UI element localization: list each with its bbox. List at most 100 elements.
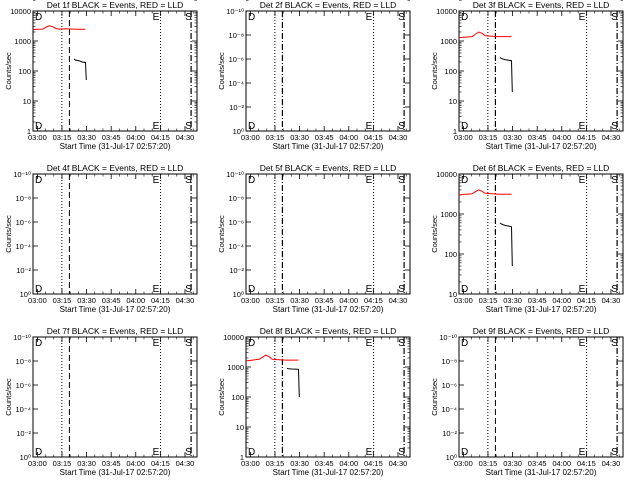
y-axis-label: Counts/sec <box>4 215 13 253</box>
y-tick-label: 100 <box>231 393 244 402</box>
chart-panel-5: Det 5f BLACK = Events, RED = LLD 10⁰ 10⁻² 1… <box>217 0 411 314</box>
event-marker-label: D <box>248 338 255 349</box>
y-tick-label: 10000 <box>436 170 457 179</box>
x-tick-label: 04:15 <box>577 459 596 468</box>
x-tick-label: 03:45 <box>315 296 334 305</box>
event-marker-label: E <box>153 284 160 295</box>
x-tick-label: 04:30 <box>389 459 408 468</box>
event-marker-label: D <box>248 121 255 132</box>
x-tick-label: 04:15 <box>364 133 383 142</box>
y-tick-label: 100 <box>444 67 457 76</box>
x-tick-label: 03:30 <box>290 133 309 142</box>
chart-panel-9: Det 9f BLACK = Events, RED = LLD 10⁰ 10⁻² 1… <box>430 0 624 477</box>
lld-series-line <box>458 189 512 196</box>
chart-title: Det 5f BLACK = Events, RED = LLD <box>260 163 397 173</box>
event-marker-label: E <box>579 12 586 23</box>
event-marker-label: E <box>579 121 586 132</box>
event-marker-label: S <box>611 121 618 132</box>
x-tick-label: 03:30 <box>77 459 96 468</box>
x-tick-label: 04:00 <box>552 133 571 142</box>
y-tick-label: 10⁰ <box>446 453 457 462</box>
event-marker-label: D <box>461 121 468 132</box>
events-series-line <box>73 58 87 81</box>
chart-panel-8: Det 8f BLACK = Events, RED = LLD 1 10 100 10… <box>217 326 411 477</box>
x-tick-label: 03:00 <box>28 459 47 468</box>
x-tick-label: 03:00 <box>28 133 47 142</box>
x-tick-label: 03:30 <box>290 459 309 468</box>
y-tick-label: 10⁻⁸ <box>16 194 31 203</box>
x-axis-label: Start Time (31-Jul-17 02:57:20) <box>273 142 384 151</box>
y-tick-label: 10⁻⁶ <box>229 218 244 227</box>
x-tick-label: 04:30 <box>389 296 408 305</box>
plot-frame <box>32 336 198 458</box>
chart-title: Det 1f BLACK = Events, RED = LLD <box>47 0 184 10</box>
x-tick-label: 03:45 <box>528 459 547 468</box>
x-tick-label: 04:15 <box>364 459 383 468</box>
x-axis-label: Start Time (31-Jul-17 02:57:20) <box>60 468 171 477</box>
x-tick-label: 03:15 <box>479 296 498 305</box>
x-tick-label: 03:00 <box>241 296 260 305</box>
event-marker-label: S <box>398 121 405 132</box>
event-marker-label: E <box>579 284 586 295</box>
event-marker-label: S <box>398 175 405 186</box>
chart-panel-6: Det 6f BLACK = Events, RED = LLD 10 100 100… <box>430 163 624 314</box>
y-tick-label: 10⁻⁶ <box>16 218 31 227</box>
x-tick-label: 03:15 <box>53 296 72 305</box>
x-axis-label: Start Time (31-Jul-17 02:57:20) <box>273 305 384 314</box>
y-axis-label: Counts/sec <box>4 52 13 90</box>
x-tick-label: 03:45 <box>102 459 121 468</box>
y-tick-label: 1000 <box>440 37 457 46</box>
y-axis-label: Counts/sec <box>430 378 439 416</box>
y-tick-label: 10⁻¹⁰ <box>439 333 457 342</box>
x-tick-label: 03:15 <box>479 133 498 142</box>
y-tick-label: 1000 <box>14 37 31 46</box>
x-tick-label: 04:30 <box>389 133 408 142</box>
event-marker-label: D <box>248 447 255 458</box>
x-tick-label: 04:30 <box>602 133 621 142</box>
x-tick-label: 04:00 <box>339 459 358 468</box>
y-axis-label: Counts/sec <box>430 215 439 253</box>
event-marker-label: E <box>579 447 586 458</box>
y-tick-label: 10⁻⁴ <box>228 79 244 88</box>
x-tick-label: 03:00 <box>28 296 47 305</box>
x-tick-label: 04:30 <box>176 296 195 305</box>
y-tick-label: 10 <box>449 290 457 299</box>
y-tick-label: 1000 <box>227 363 244 372</box>
event-marker-label: D <box>461 175 468 186</box>
plot-frame <box>458 10 624 132</box>
x-tick-label: 03:15 <box>266 133 285 142</box>
x-tick-label: 03:15 <box>53 133 72 142</box>
event-marker-label: D <box>35 338 42 349</box>
event-marker-label: S <box>611 175 618 186</box>
plot-frame <box>458 173 624 295</box>
event-marker-label: D <box>248 284 255 295</box>
event-marker-label: E <box>366 338 373 349</box>
event-marker-label: D <box>461 338 468 349</box>
y-tick-label: 10⁻² <box>16 266 31 275</box>
event-marker-label: E <box>366 447 373 458</box>
y-tick-label: 10⁻⁴ <box>15 242 31 251</box>
y-axis-label: Counts/sec <box>217 215 226 253</box>
y-tick-label: 10⁰ <box>20 453 31 462</box>
event-marker-label: E <box>153 12 160 23</box>
event-marker-label: E <box>366 284 373 295</box>
event-marker-label: S <box>398 284 405 295</box>
y-tick-label: 10 <box>23 97 31 106</box>
x-tick-label: 03:00 <box>454 133 473 142</box>
y-tick-label: 100 <box>18 67 31 76</box>
x-tick-label: 04:00 <box>126 296 145 305</box>
x-tick-label: 04:30 <box>176 459 195 468</box>
event-marker-label: D <box>35 12 42 23</box>
event-marker-label: E <box>366 12 373 23</box>
event-marker-label: S <box>611 284 618 295</box>
event-marker-label: D <box>248 12 255 23</box>
x-tick-label: 03:30 <box>77 133 96 142</box>
event-marker-label: S <box>398 338 405 349</box>
x-axis-label: Start Time (31-Jul-17 02:57:20) <box>486 305 597 314</box>
event-marker-label: D <box>35 284 42 295</box>
y-tick-label: 10 <box>236 423 244 432</box>
lld-series-line <box>458 31 512 39</box>
y-axis-label: Counts/sec <box>217 52 226 90</box>
event-marker-label: S <box>611 338 618 349</box>
chart-title: Det 6f BLACK = Events, RED = LLD <box>473 163 610 173</box>
